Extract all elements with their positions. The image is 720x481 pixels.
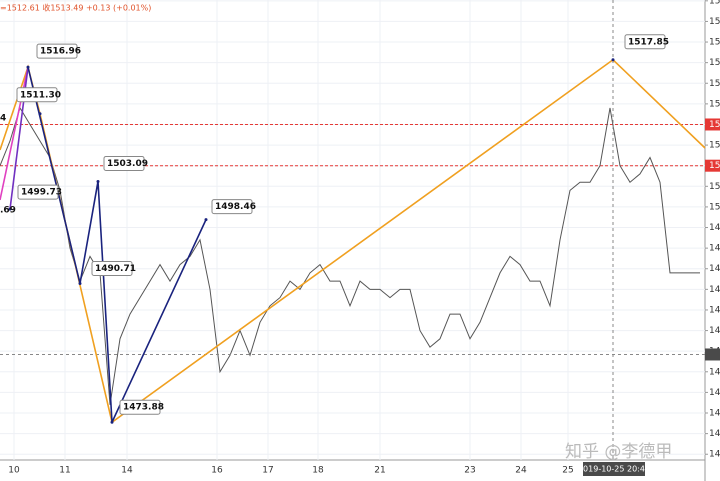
x-tick-label: 17 bbox=[262, 466, 273, 476]
annotation-box bbox=[17, 184, 59, 200]
pattern-point bbox=[611, 58, 615, 62]
y-tick-label: 1470 bbox=[709, 450, 720, 460]
y-tick-label: 1480 bbox=[709, 367, 720, 377]
y-tick-label: 1502.5 bbox=[709, 182, 720, 192]
watermark: 知乎 @李德甲 bbox=[565, 442, 672, 462]
y-tick-label: 1512.5 bbox=[709, 99, 720, 109]
x-tick-label: 14 bbox=[121, 466, 133, 476]
pattern-point bbox=[110, 420, 114, 424]
crosshair-date-box bbox=[583, 462, 645, 476]
pattern-point bbox=[26, 65, 30, 69]
pattern-point bbox=[96, 179, 100, 183]
x-tick-label: 25 bbox=[562, 466, 573, 476]
annotation-label: 1490.71 bbox=[95, 264, 136, 274]
level-tag bbox=[705, 159, 720, 172]
cut-label: 4 bbox=[0, 114, 6, 124]
header: =1512.61 收1513.49 +0.13 (+0.01%) bbox=[0, 3, 151, 13]
crosshair-tag bbox=[705, 348, 720, 361]
annotation-label: 1499.73 bbox=[21, 188, 62, 198]
annotation-label: 1503.09 bbox=[107, 159, 148, 169]
annotation-box bbox=[624, 34, 666, 50]
x-tick-label: 23 bbox=[464, 466, 475, 476]
y-tick-label: 1477.5 bbox=[709, 388, 720, 398]
annotation-label: 1511.30 bbox=[20, 90, 61, 100]
pattern-point bbox=[38, 112, 42, 116]
y-tick-label: 1522.5 bbox=[709, 17, 720, 27]
pattern-point bbox=[8, 207, 12, 211]
y-tick-label: 1490 bbox=[709, 285, 720, 295]
x-tick-label: 10 bbox=[8, 466, 20, 476]
annotation-label: 1473.88 bbox=[123, 403, 164, 413]
x-tick-label: 16 bbox=[211, 466, 223, 476]
y-tick-label: 1475 bbox=[709, 409, 720, 419]
annotation-box bbox=[91, 261, 133, 277]
annotation-box bbox=[103, 155, 145, 171]
pattern-point bbox=[78, 282, 82, 286]
level-tag bbox=[705, 118, 720, 131]
annotation-box bbox=[16, 87, 58, 103]
y-tick-label: 1497.5 bbox=[709, 223, 720, 233]
annotation-label: 1517.85 bbox=[628, 37, 669, 47]
y-tick-label: 1507.5 bbox=[709, 141, 720, 151]
cut-label: .69 bbox=[0, 206, 16, 216]
annotation-box bbox=[211, 199, 253, 215]
x-tick-label: 18 bbox=[312, 466, 324, 476]
crosshair-date: 2019-10-25 20:45 bbox=[578, 465, 650, 474]
y-tick-label: 1492.5 bbox=[709, 264, 720, 274]
annotation-label: 1498.46 bbox=[215, 202, 256, 212]
y-tick-label: 1472.5 bbox=[709, 429, 720, 439]
pattern-point bbox=[204, 218, 208, 222]
x-tick-label: 21 bbox=[374, 466, 385, 476]
y-tick-label: 1500 bbox=[709, 202, 720, 212]
level-tag-label: 1505 bbox=[709, 161, 720, 171]
y-tick-label: 1525 bbox=[709, 0, 720, 6]
annotation-box bbox=[119, 399, 161, 415]
x-tick-label: 24 bbox=[515, 466, 527, 476]
y-tick-label: 1517.5 bbox=[709, 58, 720, 68]
annotation-box bbox=[36, 43, 78, 59]
annotation-label: 1516.96 bbox=[40, 47, 81, 57]
y-tick-label: 1487.5 bbox=[709, 305, 720, 315]
x-tick-label: 11 bbox=[59, 466, 70, 476]
price-line bbox=[0, 106, 700, 405]
y-tick-label: 1485 bbox=[709, 326, 720, 336]
y-tick-label: 1495 bbox=[709, 244, 720, 254]
